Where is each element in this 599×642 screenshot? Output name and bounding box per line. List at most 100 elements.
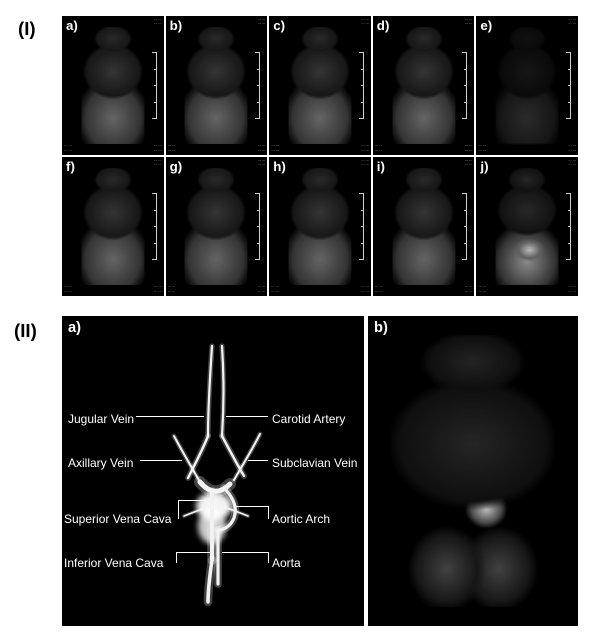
scan-tile-j: j) ··· ··· ··· ··· ··· ··· ··· ··· ··· ··· … [476,157,578,296]
scan-overlay-f-bl: ··· ··· ··· ··· [64,285,72,294]
scan-overlay-c-tr: ··· ··· ··· ··· [361,18,369,27]
scan-scalebar-g [259,193,260,260]
leader-left-2 [178,500,206,501]
scan-overlay-g-tr: ··· ··· ··· ··· [257,159,265,168]
scan-body-j [496,168,559,285]
scan-scalebar-d [466,52,467,119]
scan-overlay-e-br: ··· ··· ··· ··· [568,144,576,153]
leader-jog-left-2 [178,500,179,519]
scan-overlay-b-tr: ··· ··· ··· ··· [257,18,265,27]
scan-scalebar-c [363,52,364,119]
scan-overlay-f-tr: ··· ··· ··· ··· [154,159,162,168]
leader-right-0 [226,416,268,417]
scan-body-b [185,27,248,144]
scan-overlay-d-br: ··· ··· ··· ··· [465,144,473,153]
scan-overlay-j-tr: ··· ··· ··· ··· [568,159,576,168]
panel-I-grid: a) ··· ··· ··· ··· ··· ··· ··· ··· ··· ··· … [62,16,578,296]
scan-tile-h: h) ··· ··· ··· ··· ··· ··· ··· ··· ··· ··· … [269,157,371,296]
scan-overlay-j-br: ··· ··· ··· ··· [568,285,576,294]
vessel-path-2 [188,436,208,478]
scan-body-g [185,168,248,285]
scan-tile-f: f) ··· ··· ··· ··· ··· ··· ··· ··· ··· ··· … [62,157,164,296]
leader-jog-left-3 [176,552,177,563]
scan-body-a [81,27,144,144]
scan-overlay-f-br: ··· ··· ··· ··· [154,285,162,294]
scan-overlay-c-br: ··· ··· ··· ··· [361,144,369,153]
panel-II-b-sublabel: b) [374,320,388,336]
scan-overlay-g-br: ··· ··· ··· ··· [257,285,265,294]
vessel-tree-svg [62,316,364,626]
anno-left-3: Inferior Vena Cava [64,556,163,570]
scan-scalebar-f [156,193,157,260]
scan-body-h [288,168,351,285]
scan-tile-e: e) ··· ··· ··· ··· ··· ··· ··· ··· ··· ··· … [476,16,578,155]
scan-scalebar-b [259,52,260,119]
scan-overlay-b-bl: ··· ··· ··· ··· [168,144,176,153]
anno-left-0: Jugular Vein [68,412,134,426]
scan-tile-d: d) ··· ··· ··· ··· ··· ··· ··· ··· ··· ··· … [373,16,475,155]
scan-overlay-b-br: ··· ··· ··· ··· [257,144,265,153]
scan-overlay-a-bl: ··· ··· ··· ··· [64,144,72,153]
scan-tile-b: b) ··· ··· ··· ··· ··· ··· ··· ··· ··· ··· … [166,16,268,155]
scan-body-i [392,168,455,285]
scan-overlay-e-tr: ··· ··· ··· ··· [568,18,576,27]
scan-overlay-c-bl: ··· ··· ··· ··· [271,144,279,153]
scan-body-f [81,168,144,285]
scan-overlay-j-bl: ··· ··· ··· ··· [478,285,486,294]
panel-II-b: b) [368,316,578,626]
scan-overlay-a-br: ··· ··· ··· ··· [154,144,162,153]
scan-sublabel-b: b) [170,18,183,33]
scan-scalebar-a [156,52,157,119]
scan-scalebar-e [570,52,571,119]
scan-overlay-a-tr: ··· ··· ··· ··· [154,18,162,27]
scan-sublabel-j: j) [480,159,488,174]
panel-II-grid: a) Jugular VeinAxillary VeinSuperior Ven… [62,316,578,626]
anno-right-1: Subclavian Vein [272,456,357,470]
scan-overlay-i-tr: ··· ··· ··· ··· [465,159,473,168]
leader-right-3 [222,552,268,553]
scan-overlay-h-tr: ··· ··· ··· ··· [361,159,369,168]
figure-root: (I) a) ··· ··· ··· ··· ··· ··· ··· ··· ··· … [0,0,599,642]
scan-tile-c: c) ··· ··· ··· ··· ··· ··· ··· ··· ··· ··· … [269,16,371,155]
scan-sublabel-c: c) [273,18,285,33]
scan-sublabel-f: f) [66,159,75,174]
anno-right-3: Aorta [272,556,301,570]
anno-left-2: Superior Vena Cava [64,512,171,526]
scan-body-e [496,27,559,144]
scan-sublabel-h: h) [273,159,286,174]
scan-overlay-g-bl: ··· ··· ··· ··· [168,285,176,294]
scan-overlay-e-bl: ··· ··· ··· ··· [478,144,486,153]
scan-sublabel-g: g) [170,159,183,174]
scan-tile-g: g) ··· ··· ··· ··· ··· ··· ··· ··· ··· ··· … [166,157,268,296]
scan-scalebar-j [570,193,571,260]
section-I-label: (I) [18,18,36,40]
vessel-path-5 [234,434,260,480]
scan-overlay-d-tr: ··· ··· ··· ··· [465,18,473,27]
leader-left-0 [136,416,204,417]
scan-overlay-i-br: ··· ··· ··· ··· [465,285,473,294]
leader-right-1 [248,460,268,461]
scan-sublabel-i: i) [377,159,385,174]
scan-body-d [392,27,455,144]
scan-overlay-h-bl: ··· ··· ··· ··· [271,285,279,294]
panel-II-a: a) Jugular VeinAxillary VeinSuperior Ven… [62,316,364,626]
anno-right-0: Carotid Artery [272,412,345,426]
scan-tile-a: a) ··· ··· ··· ··· ··· ··· ··· ··· ··· ··· … [62,16,164,155]
scan-scalebar-h [363,193,364,260]
scan-sublabel-a: a) [66,18,78,33]
leader-right-2 [234,506,268,507]
anno-left-1: Axillary Vein [68,456,133,470]
section-II-label: (II) [14,320,37,342]
panel-II-b-image [391,335,555,608]
scan-tile-i: i)··· ··· ··· ······ ··· ··· ······ ··· … [373,157,475,296]
scan-overlay-h-br: ··· ··· ··· ··· [361,285,369,294]
scan-body-c [288,27,351,144]
leader-jog-right-2 [268,506,269,519]
leader-left-1 [140,460,182,461]
scan-overlay-d-bl: ··· ··· ··· ··· [375,144,383,153]
leader-left-3 [176,552,210,553]
scan-sublabel-e: e) [480,18,492,33]
leader-jog-right-3 [268,552,269,563]
scan-scalebar-i [466,193,467,260]
scan-sublabel-d: d) [377,18,390,33]
